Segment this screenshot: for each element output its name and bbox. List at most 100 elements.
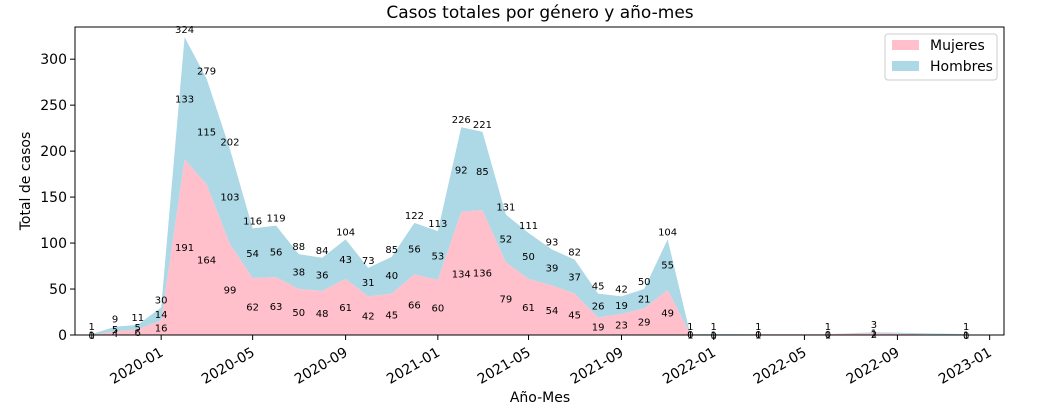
- data-label-hombres: 133: [175, 94, 194, 105]
- data-label-hombres: 56: [270, 247, 283, 258]
- data-label-total: 279: [197, 66, 216, 77]
- data-label-hombres: 0: [825, 330, 831, 341]
- x-tick-label: 2020-01: [108, 345, 167, 388]
- data-label-total: 85: [385, 245, 398, 256]
- data-label-hombres: 21: [638, 295, 651, 306]
- y-tick-label: 200: [40, 144, 67, 160]
- data-label-mujeres: 29: [638, 318, 651, 329]
- area-mujeres: [91, 159, 967, 335]
- data-label-mujeres: 45: [385, 310, 398, 321]
- data-label-mujeres: 1: [755, 331, 761, 342]
- data-label-mujeres: 136: [473, 268, 492, 279]
- x-tick-label: 2022-01: [660, 345, 719, 388]
- data-label-hombres: 40: [385, 271, 398, 282]
- data-label-mujeres: 50: [292, 308, 305, 319]
- data-label-total: 1: [88, 322, 94, 333]
- x-tick-label: 2022-09: [844, 345, 903, 388]
- data-label-mujeres: 19: [592, 322, 605, 333]
- y-axis-title: Total de casos: [18, 132, 34, 232]
- data-label-hombres: 14: [155, 310, 168, 321]
- data-label-total: 30: [155, 295, 168, 306]
- data-label-mujeres: 63: [270, 302, 283, 313]
- data-label-hombres: 1: [963, 331, 969, 342]
- data-label-hombres: 85: [476, 167, 489, 178]
- x-axis: 2020-01 2020-05 2020-09 2021-01 2021-05 2021-…: [108, 335, 995, 388]
- data-label-hombres: 1: [871, 329, 877, 340]
- data-label-total: 324: [175, 25, 194, 36]
- data-label-mujeres: 61: [339, 303, 352, 314]
- legend-swatch-mujeres: [892, 40, 919, 50]
- data-label-total: 42: [615, 284, 628, 295]
- data-label-total: 93: [546, 237, 559, 248]
- data-label-hombres: 56: [408, 245, 421, 256]
- y-tick-label: 0: [58, 328, 67, 344]
- legend-label-mujeres: Mujeres: [930, 38, 985, 54]
- area-hombres: [91, 37, 967, 335]
- data-label-mujeres: 1: [825, 331, 831, 342]
- data-label-total: 202: [220, 137, 239, 148]
- x-tick-label: 2020-09: [292, 345, 351, 388]
- data-label-hombres: 38: [292, 268, 305, 279]
- data-label-hombres: 26: [592, 302, 605, 313]
- data-label-hombres: 36: [316, 270, 329, 281]
- data-label-mujeres: 1: [687, 331, 693, 342]
- data-label-total: 3: [871, 320, 877, 331]
- data-label-total: 1: [825, 322, 831, 333]
- x-tick-label: 2021-09: [568, 345, 627, 388]
- x-tick-label: 2020-05: [199, 345, 258, 388]
- data-label-total: 82: [568, 248, 581, 259]
- data-label-mujeres: 45: [568, 310, 581, 321]
- data-label-total: 113: [428, 219, 447, 230]
- data-label-hombres: 39: [546, 263, 559, 274]
- data-label-hombres: 50: [522, 252, 535, 263]
- data-label-total: 104: [336, 227, 355, 238]
- data-label-mujeres: 16: [155, 324, 168, 335]
- data-label-mujeres: 134: [452, 269, 471, 280]
- data-label-hombres: 1: [88, 331, 94, 342]
- data-label-total: 1: [687, 322, 693, 333]
- data-label-mujeres: 54: [546, 306, 559, 317]
- data-label-total: 84: [316, 246, 329, 257]
- data-label-mujeres: 48: [316, 309, 329, 320]
- data-label-mujeres: 2: [871, 330, 877, 341]
- x-axis-title: Año-Mes: [510, 390, 570, 406]
- chart-title: Casos totales por género y año-mes: [386, 3, 693, 23]
- data-label-total: 50: [638, 277, 651, 288]
- data-label-hombres: 19: [615, 301, 628, 312]
- data-label-total: 1: [755, 322, 761, 333]
- data-label-mujeres: 99: [224, 285, 237, 296]
- legend-swatch-hombres: [892, 61, 919, 71]
- legend: Mujeres Hombres: [884, 33, 998, 81]
- x-tick-label: 2021-01: [384, 345, 443, 388]
- x-tick-label: 2021-05: [475, 345, 534, 388]
- area-layers: [91, 37, 967, 335]
- data-label-mujeres: 61: [522, 303, 535, 314]
- data-label-mujeres: 42: [362, 312, 375, 323]
- data-label-mujeres: 23: [615, 320, 628, 331]
- data-label-total: 11: [131, 313, 144, 324]
- data-label-hombres: 37: [568, 273, 581, 284]
- data-label-hombres: 103: [220, 193, 239, 204]
- data-label-total: 116: [243, 216, 262, 227]
- data-label-total: 104: [658, 227, 677, 238]
- data-label-total: 88: [292, 242, 305, 253]
- data-label-mujeres: 62: [246, 302, 259, 313]
- data-label-mujeres: 66: [408, 301, 421, 312]
- data-label-mujeres: 6: [135, 328, 141, 339]
- data-label-mujeres: 191: [175, 243, 194, 254]
- data-label-mujeres: 49: [661, 308, 674, 319]
- data-label-total: 119: [267, 214, 286, 225]
- x-tick-label: 2022-05: [751, 345, 810, 388]
- data-label-hombres: 0: [755, 330, 761, 341]
- data-label-total: 122: [405, 211, 424, 222]
- data-label-mujeres: 79: [499, 295, 512, 306]
- y-tick-label: 250: [40, 98, 67, 114]
- data-label-mujeres: 60: [431, 303, 444, 314]
- data-label-mujeres: 0: [963, 331, 969, 342]
- y-tick-label: 150: [40, 190, 67, 206]
- data-label-total: 221: [473, 120, 492, 131]
- data-label-hombres: 52: [499, 234, 512, 245]
- data-label-total: 111: [519, 221, 538, 232]
- data-label-hombres: 53: [431, 251, 444, 262]
